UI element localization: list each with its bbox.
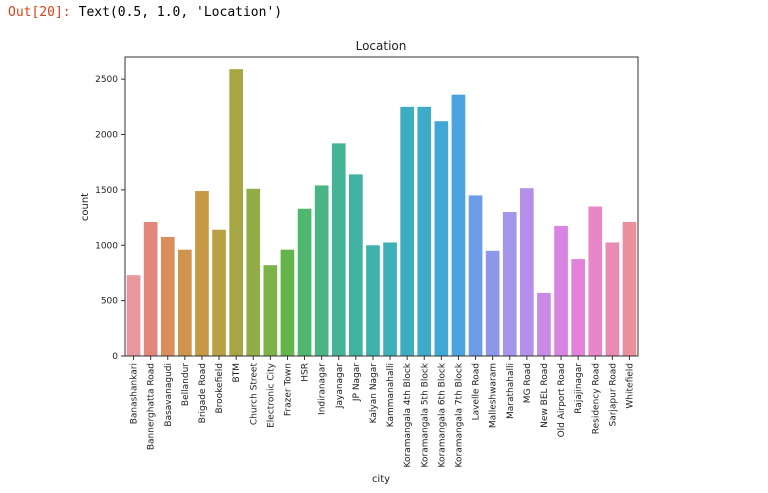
x-tick-label: Koramangala 7th Block bbox=[454, 362, 464, 467]
x-tick-label: Church Street bbox=[249, 363, 259, 426]
bar-basavanagudi bbox=[160, 236, 175, 356]
bar-brigade-road bbox=[195, 190, 209, 356]
bar-kalyan-nagar bbox=[366, 245, 380, 356]
y-tick-label: 0 bbox=[112, 352, 118, 362]
bar-banashankari bbox=[126, 275, 141, 356]
x-tick-label: New BEL Road bbox=[540, 363, 550, 428]
bar-sarjapur-road bbox=[605, 242, 620, 356]
x-tick-label: Jayanagar bbox=[335, 363, 345, 409]
y-tick-label: 500 bbox=[101, 297, 118, 307]
x-tick-label: Residency Road bbox=[591, 363, 601, 434]
x-tick-label: Frazer Town bbox=[283, 363, 293, 416]
x-tick-label: Sarjapur Road bbox=[608, 363, 618, 427]
bar-hsr bbox=[297, 208, 312, 356]
bar-jp-nagar bbox=[349, 174, 363, 356]
bar-whitefield bbox=[622, 222, 637, 356]
x-tick-label: Marathahalli bbox=[506, 363, 516, 419]
x-tick-label: Brookefield bbox=[215, 363, 225, 414]
bar-mg-road bbox=[520, 188, 534, 356]
bar-jayanagar bbox=[331, 143, 346, 356]
bar-koramangala-5th-block bbox=[417, 106, 432, 356]
x-tick-label: Brigade Road bbox=[198, 363, 208, 423]
y-tick-label: 2000 bbox=[95, 131, 118, 141]
x-tick-label: Basavanagudi bbox=[164, 363, 174, 427]
bar-bannerghatta-road bbox=[143, 222, 158, 356]
bar-indiranagar bbox=[314, 185, 329, 356]
x-tick-label: Koramangala 6th Block bbox=[437, 362, 447, 467]
x-tick-label: JP Nagar bbox=[352, 363, 362, 402]
x-tick-label: Kalyan Nagar bbox=[369, 363, 379, 424]
bar-lavelle-road bbox=[468, 195, 483, 356]
bar-old-airport-road bbox=[554, 225, 568, 356]
x-tick-label: Whitefield bbox=[625, 363, 635, 409]
bar-koramangala-7th-block bbox=[451, 94, 466, 356]
bar-marathahalli bbox=[502, 212, 517, 356]
cell-output-line: Out[20]: Text(0.5, 1.0, 'Location') bbox=[8, 5, 282, 20]
x-tick-label: Lavelle Road bbox=[472, 363, 482, 420]
x-tick-label: Banashankari bbox=[130, 363, 140, 424]
bar-bellandur bbox=[178, 249, 192, 356]
x-axis: Banashankari Bannerghatta Road Basavanagud… bbox=[130, 356, 635, 467]
output-prompt: Out[20]: bbox=[8, 5, 71, 20]
x-tick-label: Indiranagar bbox=[318, 363, 328, 415]
bar-frazer-town bbox=[280, 249, 295, 356]
y-axis: 0 500 1000 1500 2000 2500 bbox=[95, 75, 125, 362]
bar-malleshwaram bbox=[485, 250, 500, 356]
x-tick-label: Rajajinagar bbox=[574, 363, 584, 414]
x-tick-label: Malleshwaram bbox=[489, 363, 499, 428]
y-tick-label: 2500 bbox=[95, 75, 118, 85]
bar-btm bbox=[229, 69, 243, 356]
x-tick-label: Koramangala 4th Block bbox=[403, 362, 413, 467]
x-tick-label: HSR bbox=[301, 363, 311, 382]
output-text: Text(0.5, 1.0, 'Location') bbox=[78, 5, 283, 20]
bar-residency-road bbox=[588, 206, 603, 356]
y-tick-label: 1500 bbox=[95, 186, 118, 196]
x-axis-label: city bbox=[372, 474, 390, 485]
bar-brookefield bbox=[212, 229, 226, 356]
bar-new-bel-road bbox=[537, 292, 551, 356]
x-tick-label: Old Airport Road bbox=[557, 363, 567, 437]
x-tick-label: MG Road bbox=[523, 363, 533, 403]
bar-electronic-city bbox=[263, 265, 278, 356]
x-tick-label: Electronic City bbox=[266, 362, 276, 428]
y-axis-label: count bbox=[80, 193, 91, 221]
bar-church-street bbox=[246, 188, 261, 356]
bar-rajajinagar bbox=[571, 259, 585, 356]
x-tick-label: Bannerghatta Road bbox=[147, 363, 157, 450]
bar-koramangala-4th-block bbox=[400, 106, 414, 356]
x-tick-label: Bellandur bbox=[181, 363, 191, 406]
chart-title: Location bbox=[356, 39, 407, 53]
x-tick-label: BTM bbox=[232, 363, 242, 382]
x-tick-label: Kammanahalli bbox=[386, 363, 396, 427]
y-tick-label: 1000 bbox=[95, 241, 118, 251]
plot-frame bbox=[124, 56, 639, 357]
bar-kammanahalli bbox=[383, 242, 397, 356]
bar-koramangala-6th-block bbox=[434, 121, 449, 356]
x-tick-label: Koramangala 5th Block bbox=[420, 362, 430, 467]
bars-group bbox=[126, 69, 637, 356]
